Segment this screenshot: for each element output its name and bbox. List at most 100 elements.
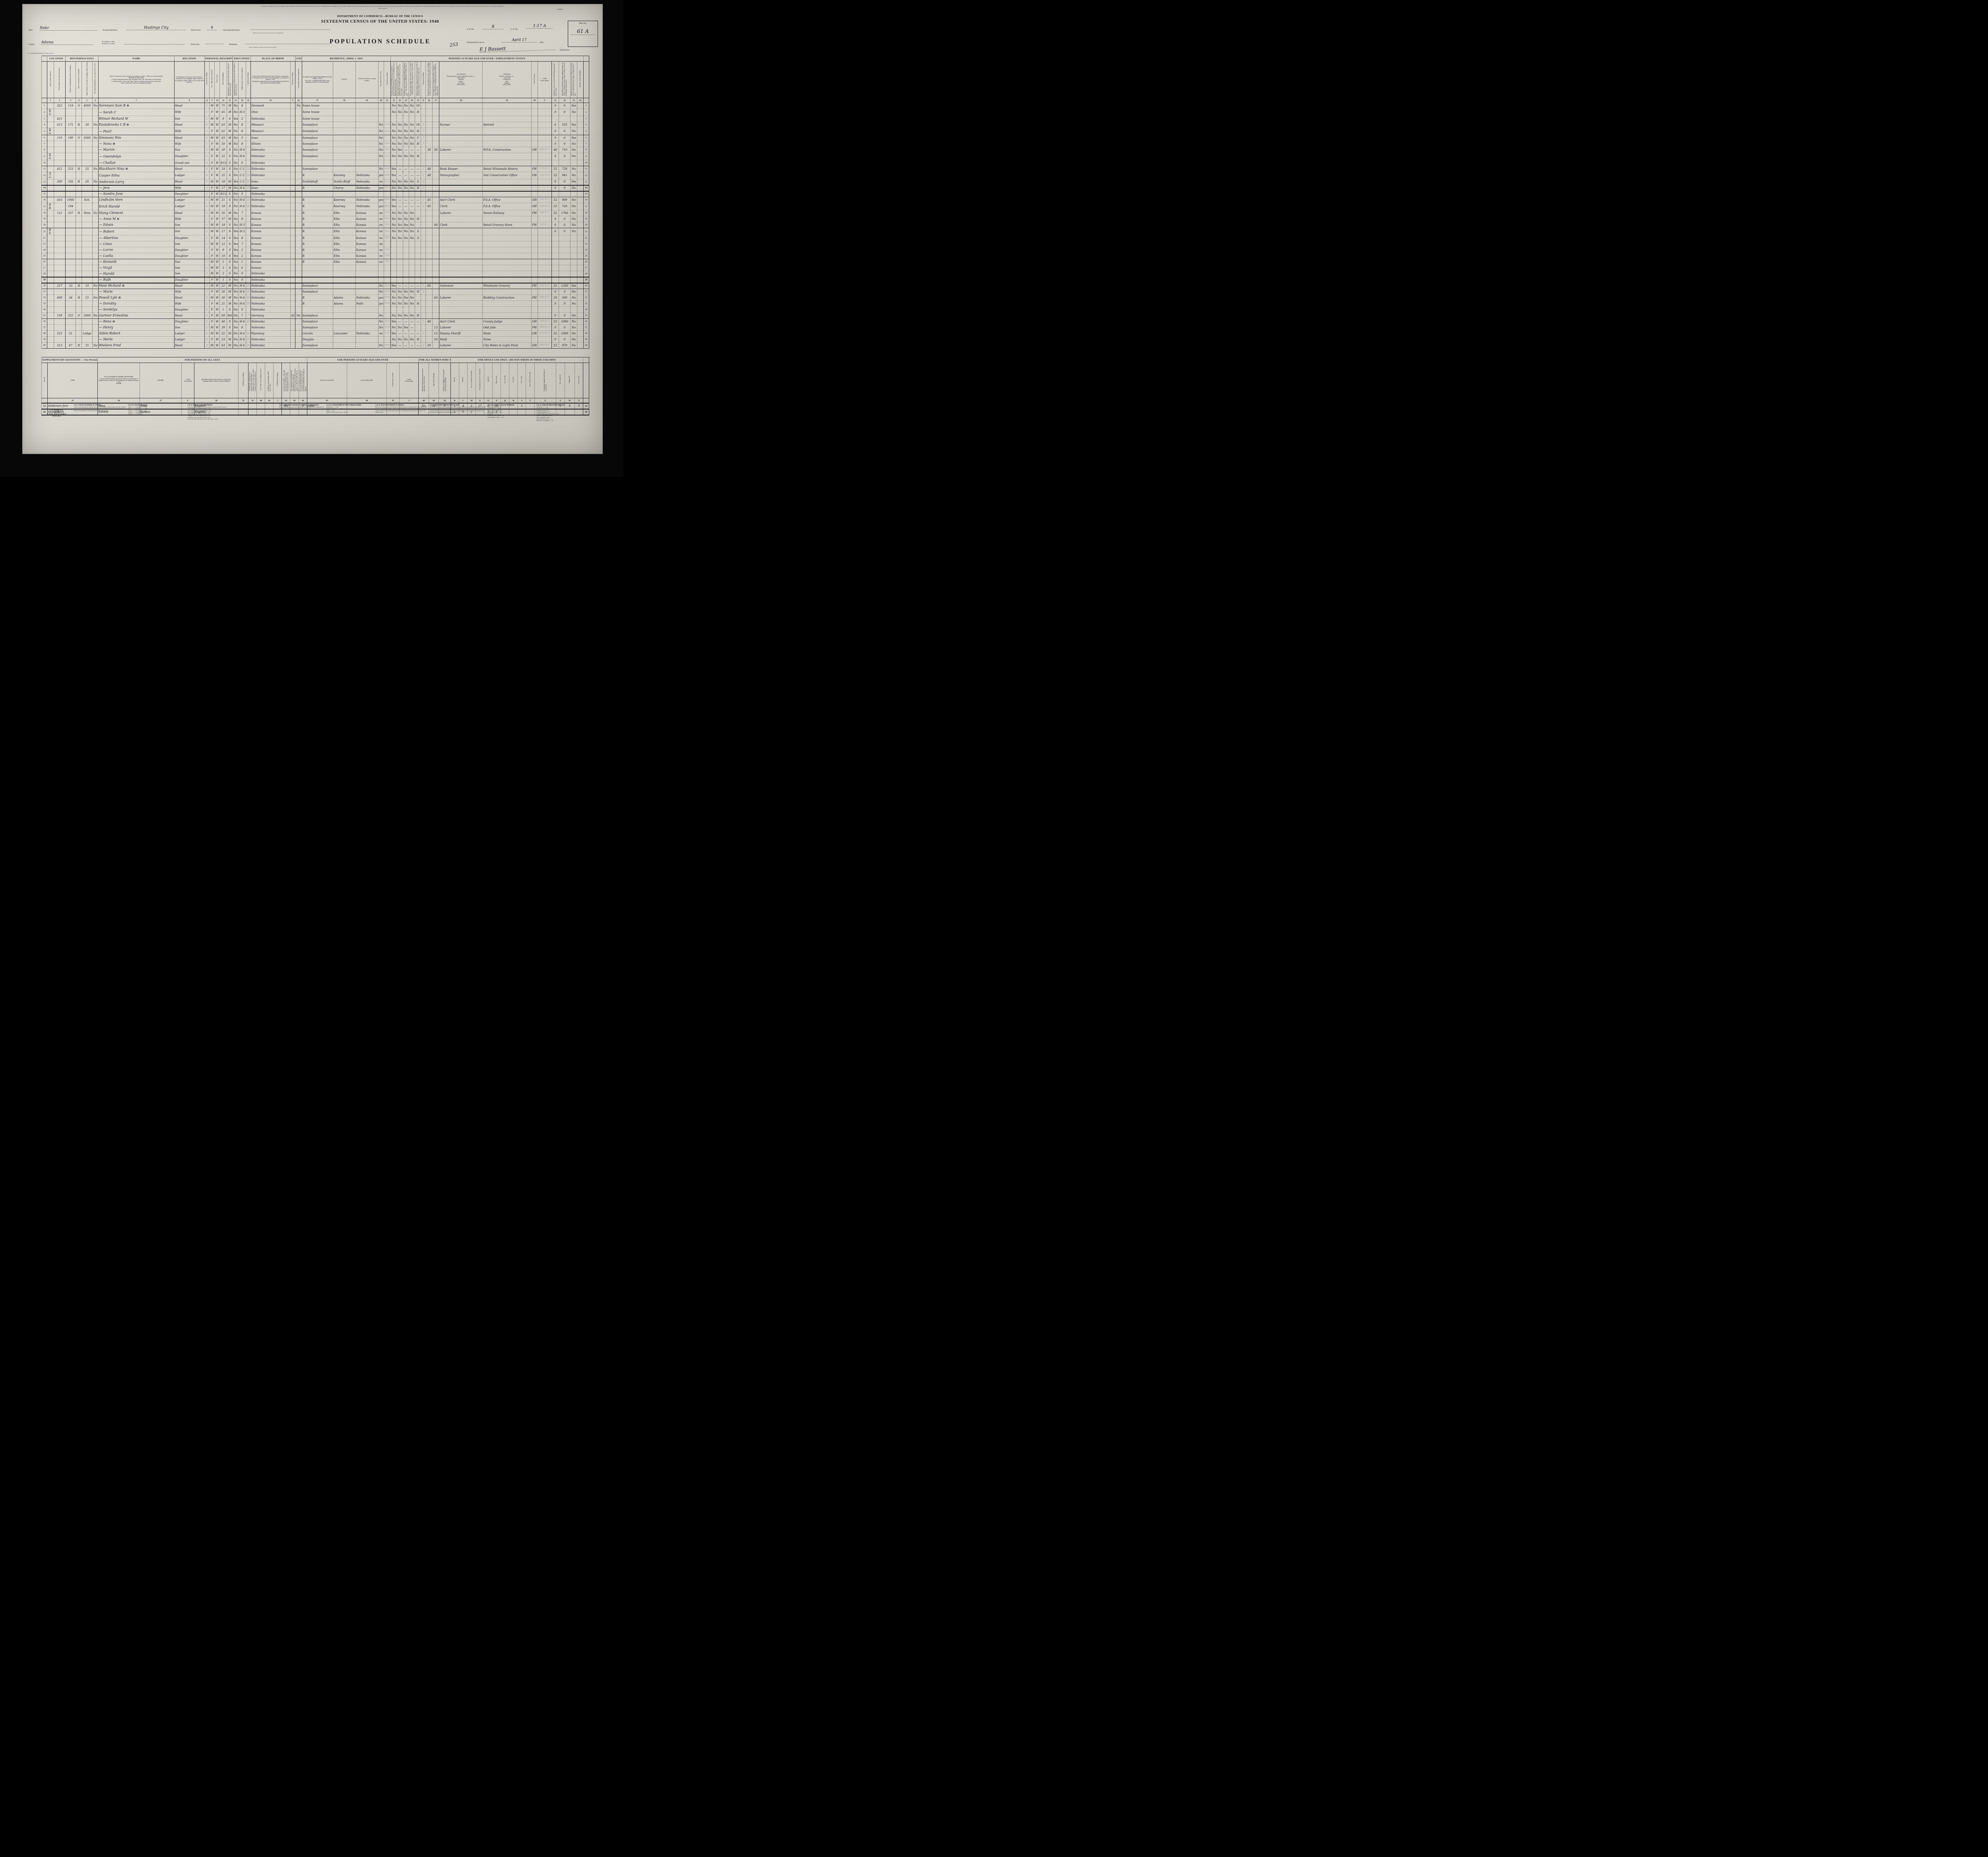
- column-description-text: Code (Leave blank): [386, 72, 388, 85]
- cell-mar: M: [226, 301, 233, 307]
- cell-c25: [415, 295, 421, 301]
- cell-b: [245, 153, 251, 160]
- cell-mar: M: [226, 330, 233, 337]
- cell-wag: [559, 253, 571, 259]
- cell-age: 69: [219, 312, 227, 319]
- cell-c24: [408, 307, 415, 313]
- cell-c: [290, 295, 295, 301]
- cell-r1: [301, 271, 333, 277]
- cell-c21: [390, 259, 397, 265]
- cell-cit: [295, 301, 302, 307]
- cell-r4: [378, 271, 384, 277]
- cell-farm: [92, 253, 99, 259]
- cell-f: 210 8V 1: [537, 166, 552, 172]
- gpo-imprint: U. S. GOVERNMENT PRINTING OFFICE 16-1870: [28, 52, 54, 54]
- cell-hrs: [425, 324, 433, 331]
- cell-wks: [551, 191, 559, 197]
- cell-r2: Adams: [333, 301, 356, 307]
- cell-r4: no: [378, 330, 384, 337]
- cell-race: W: [214, 197, 220, 203]
- cell-own: [76, 185, 82, 191]
- column-description-text: Mar. st. (12): [495, 375, 497, 384]
- cell-wks: 52: [551, 330, 559, 337]
- column-description: NAME: [47, 363, 98, 398]
- cell-race: W: [214, 203, 220, 210]
- cell-grade: C-2: [238, 166, 246, 172]
- cell-b: [245, 122, 251, 128]
- cell-age: 25: [219, 172, 227, 179]
- cell-cit: [295, 283, 302, 289]
- line-number-left: 32N.H.: [41, 295, 47, 301]
- cell-r3: Kansas: [355, 259, 379, 265]
- cell-street: [47, 318, 54, 325]
- privacy-notice: Your report is required by Act of Congre…: [261, 6, 504, 9]
- cell-c24: —: [408, 324, 415, 331]
- column-number: 26: [425, 98, 433, 103]
- cell-farm: [92, 147, 99, 153]
- county-value: Adams: [41, 41, 93, 45]
- cell-c21: No: [390, 153, 397, 160]
- cell-b: [245, 109, 251, 116]
- cell-oth: No: [570, 147, 577, 153]
- cell-sex: F: [209, 166, 215, 172]
- cell-f: 298 60 1: [537, 283, 552, 289]
- cell-e: 7: [421, 128, 426, 135]
- column-description-text: If born in the United States, give State…: [252, 75, 289, 84]
- cell-house: [53, 216, 66, 222]
- cell-a: 2: [204, 153, 210, 160]
- cell-sch: Yes: [233, 235, 239, 241]
- cell-wks: 0: [551, 153, 559, 160]
- cell-d: [383, 307, 391, 313]
- cell-sch: No: [233, 295, 239, 301]
- cell-r1: Sameplace: [301, 283, 333, 289]
- column-description: CODE (Leave blank): [181, 363, 194, 398]
- cell-sex: M: [209, 259, 215, 265]
- cell-wag: [559, 191, 571, 197]
- cell-r2: Ellis: [333, 216, 356, 222]
- cell-race: W: [214, 265, 220, 271]
- cell-f: [537, 241, 552, 247]
- supp-cell: [290, 403, 299, 409]
- cell-fs: [577, 216, 584, 222]
- cell-wag: 0: [559, 216, 571, 222]
- cell-house: [53, 235, 66, 241]
- column-description-text: Color or race: [215, 74, 218, 83]
- cell-c25: [415, 241, 421, 247]
- cell-c25: —: [415, 330, 421, 337]
- cell-a: 0: [204, 166, 210, 172]
- cell-house: [53, 141, 66, 147]
- cell-e: [421, 295, 426, 301]
- cell-street: [47, 289, 54, 295]
- cell-bp: Nebraska: [250, 277, 291, 283]
- cell-grade: H-4: [238, 283, 246, 289]
- cell-hh: [65, 160, 76, 166]
- cell-c24: [408, 247, 415, 253]
- cell-c: [290, 128, 295, 135]
- cell-b: [245, 235, 251, 241]
- cell-house: [53, 191, 66, 197]
- cell-occ: [439, 307, 483, 313]
- column-number: 11: [219, 98, 227, 103]
- cell-c: [290, 210, 295, 216]
- cell-name: ⁓ Harold: [98, 271, 175, 277]
- cell-cit: [295, 241, 302, 247]
- cell-r2: [333, 342, 356, 349]
- cell-grade: C-2: [238, 172, 246, 179]
- cell-wks: 0: [551, 141, 559, 147]
- cell-c23: Yes: [402, 324, 409, 331]
- cell-hrs: [425, 307, 433, 313]
- cell-street: N Minnesota Ave: [47, 228, 54, 235]
- cell-cit: [295, 135, 302, 141]
- cell-name: ⁓ Merle: [98, 336, 175, 343]
- cell-f: [537, 289, 552, 295]
- cell-sex: M: [209, 210, 215, 216]
- cell-b: [245, 241, 251, 247]
- cell-own: O: [76, 135, 82, 141]
- main-schedule-table: LOCATION HOUSEHOLD DATA NAME RELATION PERSON…: [41, 56, 589, 349]
- cell-c24: —: [408, 342, 415, 349]
- column-description: Age (11): [483, 363, 493, 398]
- cell-oth: No: [570, 228, 577, 235]
- cell-bp: Nebraska: [250, 203, 291, 210]
- cell-a: 0: [204, 135, 210, 141]
- cell-rel: Head: [174, 135, 205, 141]
